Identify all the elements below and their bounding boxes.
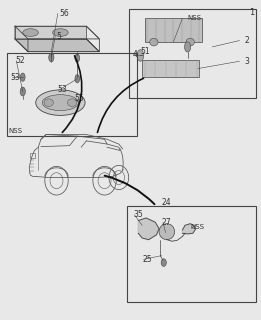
Text: NSS: NSS <box>190 224 204 230</box>
Ellipse shape <box>75 75 80 83</box>
Ellipse shape <box>42 95 79 111</box>
Text: 56: 56 <box>59 9 69 18</box>
Ellipse shape <box>20 73 25 81</box>
Ellipse shape <box>49 53 54 62</box>
Polygon shape <box>138 218 159 240</box>
Bar <box>7 53 137 136</box>
Text: NSS: NSS <box>9 128 22 134</box>
Text: 2: 2 <box>245 36 250 45</box>
Text: 55: 55 <box>75 94 85 103</box>
Text: 27: 27 <box>162 218 171 227</box>
Polygon shape <box>182 224 195 234</box>
Text: 1: 1 <box>249 8 254 17</box>
Bar <box>142 60 199 77</box>
Bar <box>127 206 256 302</box>
Ellipse shape <box>44 99 54 107</box>
Ellipse shape <box>36 90 85 116</box>
Text: 24: 24 <box>161 197 171 206</box>
Text: NSS: NSS <box>188 15 201 21</box>
Polygon shape <box>15 39 99 52</box>
Ellipse shape <box>53 29 68 36</box>
Text: 53: 53 <box>10 73 20 82</box>
Ellipse shape <box>137 50 144 61</box>
Text: 35: 35 <box>133 210 143 219</box>
Bar <box>129 9 256 98</box>
Ellipse shape <box>161 259 166 267</box>
Text: 51: 51 <box>140 47 150 56</box>
Text: 53: 53 <box>58 85 68 94</box>
Ellipse shape <box>23 29 38 36</box>
Ellipse shape <box>20 87 25 96</box>
Ellipse shape <box>150 38 158 46</box>
Text: 5: 5 <box>57 32 61 41</box>
Ellipse shape <box>67 99 77 107</box>
Ellipse shape <box>75 54 80 62</box>
Text: 3: 3 <box>245 57 250 66</box>
Ellipse shape <box>159 224 175 240</box>
Bar <box>145 18 202 42</box>
Text: 25: 25 <box>142 255 152 264</box>
Ellipse shape <box>186 38 194 46</box>
Ellipse shape <box>185 42 191 52</box>
Polygon shape <box>15 26 86 39</box>
Bar <box>30 153 35 158</box>
Text: 4: 4 <box>133 50 138 59</box>
Text: 52: 52 <box>15 56 25 65</box>
